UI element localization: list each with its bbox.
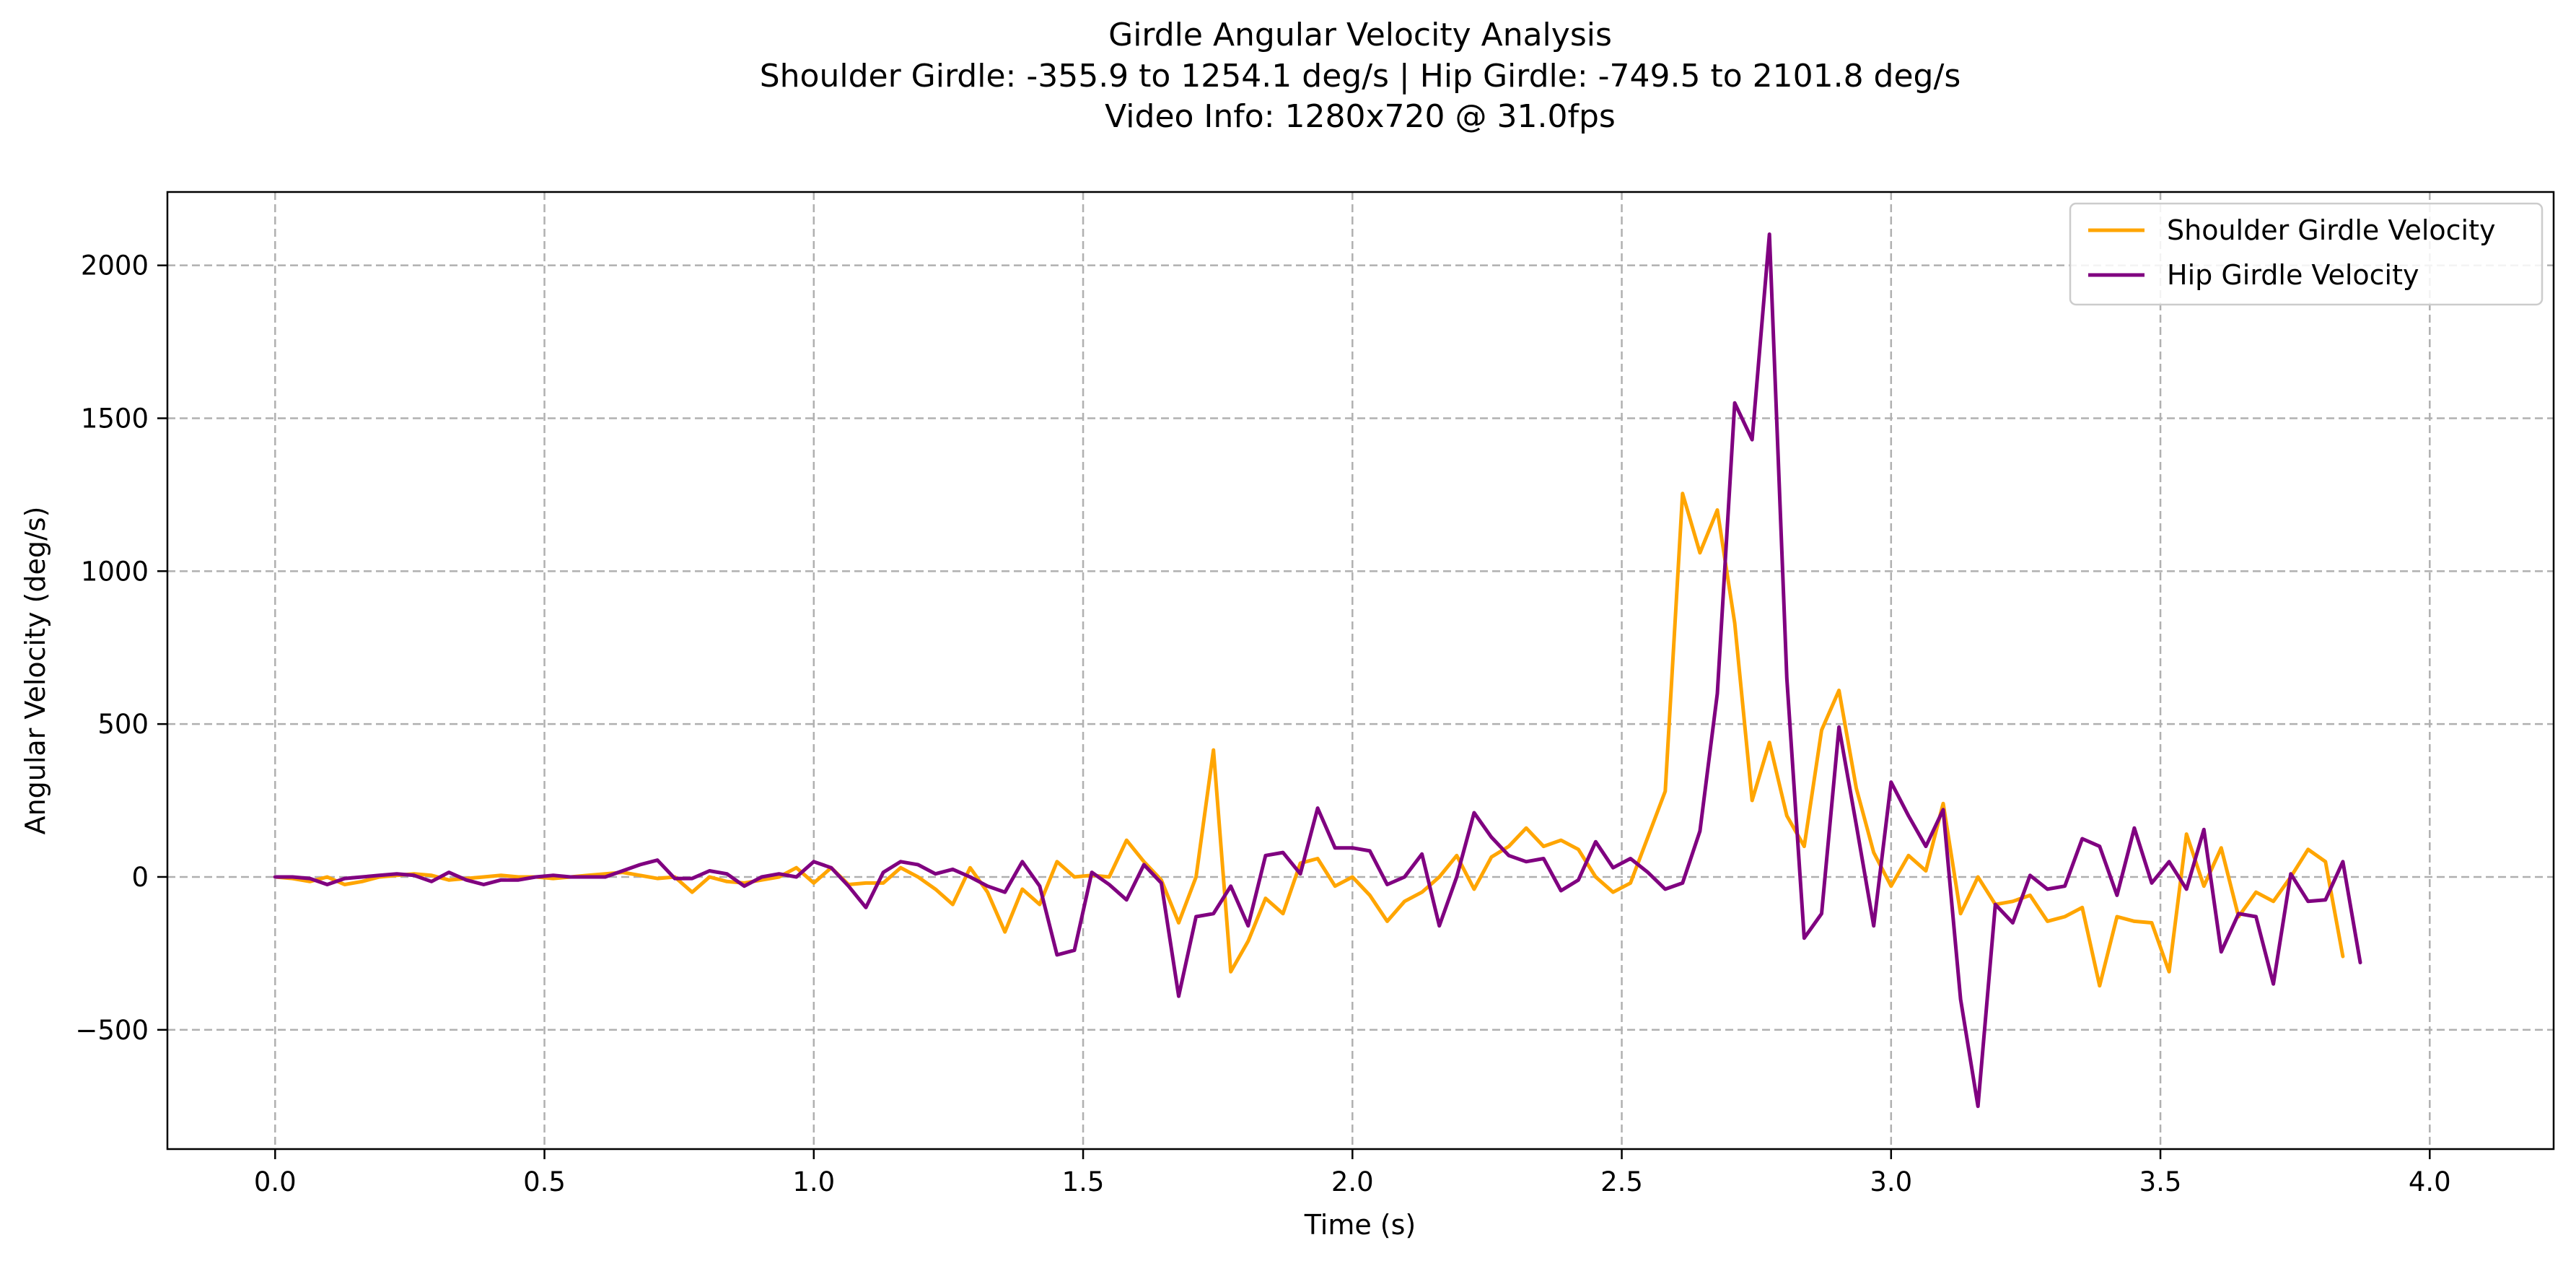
x-tick-label: 0.0 (254, 1166, 297, 1197)
legend: Shoulder Girdle Velocity Hip Girdle Velo… (2069, 202, 2544, 306)
series-lines (273, 232, 2362, 1109)
legend-box (2069, 202, 2544, 306)
chart-title: Girdle Angular Velocity Analysis (1108, 17, 1612, 53)
x-tick-label: 4.0 (2409, 1166, 2451, 1197)
plot-frame (166, 191, 2555, 1151)
axis-ticks: 0.0 0.5 1.0 1.5 2.0 2.5 3.0 3.5 4.0 −500 0 500 1000 1… (75, 250, 2450, 1197)
y-tick-label: 1500 (81, 403, 149, 434)
x-tick-label: 2.0 (1331, 1166, 1374, 1197)
y-tick-label: 1000 (81, 556, 149, 587)
y-tick-label: −500 (75, 1015, 149, 1046)
y-tick-label: 2000 (81, 250, 149, 281)
y-tick-label: 500 (97, 709, 149, 740)
x-tick-label: 1.0 (792, 1166, 835, 1197)
y-axis-label: Angular Velocity (deg/s) (19, 507, 51, 835)
x-tick-label: 3.5 (2139, 1166, 2182, 1197)
x-axis-label: Time (s) (1304, 1209, 1416, 1241)
x-tick-label: 1.5 (1062, 1166, 1105, 1197)
legend-label-shoulder: Shoulder Girdle Velocity (2167, 214, 2495, 246)
x-tick-label: 2.5 (1600, 1166, 1643, 1197)
x-tick-label: 3.0 (1870, 1166, 1912, 1197)
x-tick-label: 0.5 (523, 1166, 566, 1197)
legend-label-hip: Hip Girdle Velocity (2167, 259, 2419, 291)
chart-subtitle-ranges: Shoulder Girdle: -355.9 to 1254.1 deg/s … (760, 58, 1961, 95)
series-line-hip-girdle (273, 232, 2362, 1109)
y-tick-label: 0 (131, 862, 149, 893)
chart-subtitle-video-info: Video Info: 1280x720 @ 31.0fps (1105, 98, 1616, 135)
